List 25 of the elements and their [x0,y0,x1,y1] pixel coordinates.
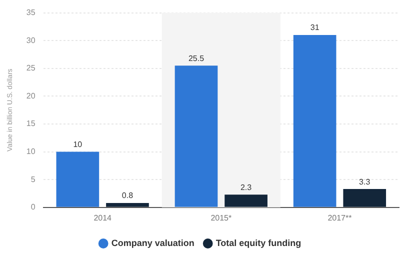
data-label: 3.3 [359,177,371,186]
y-tick-label: 10 [26,147,36,156]
x-tick-label: 2014 [94,213,112,222]
bar [174,66,218,207]
y-tick-label: 15 [26,119,36,128]
y-tick-label: 30 [26,36,36,45]
y-tick-label: 20 [26,91,36,100]
bar [56,152,100,207]
data-label: 31 [310,23,320,32]
x-tick-label: 2015* [210,213,232,222]
bar [343,189,386,207]
bar [293,35,336,207]
data-label: 2.3 [240,182,252,192]
bar [106,202,149,207]
y-tick-label: 35 [26,8,36,18]
bar [224,194,268,207]
data-label: 10 [73,140,83,150]
y-tick-label: 25 [26,64,36,73]
y-tick-label: 0 [30,202,36,212]
legend-label: Company valuation [111,238,194,248]
y-tick-label: 5 [30,174,36,184]
x-tick-label: 2017** [328,213,352,222]
legend-label: Total equity funding [216,238,302,248]
data-label: 25.5 [188,54,205,63]
data-label: 0.8 [122,191,134,200]
